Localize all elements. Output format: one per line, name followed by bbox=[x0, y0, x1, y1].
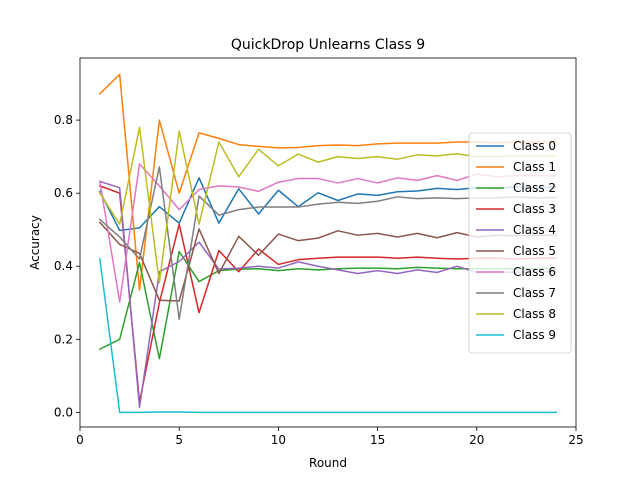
x-axis-label: Round bbox=[309, 456, 347, 470]
y-tick-label: 0.8 bbox=[54, 113, 73, 127]
legend-label: Class 3 bbox=[513, 202, 556, 216]
x-tick-label: 0 bbox=[76, 433, 84, 447]
legend: Class 0 Class 1 Class 2 Class 3 Class 4 Class… bbox=[468, 132, 572, 354]
legend-label: Class 0 bbox=[513, 139, 556, 153]
legend-label: Class 7 bbox=[513, 286, 556, 300]
y-axis-label: Accuracy bbox=[28, 215, 42, 270]
series-line-class-9 bbox=[99, 258, 557, 414]
plot-area: 0 5 10 15 20 25 0.0 0.2 0.4 0.6 0.8 bbox=[54, 57, 584, 447]
plot-frame bbox=[79, 57, 577, 428]
y-tick-label: 0.0 bbox=[54, 405, 73, 419]
x-tick-label: 15 bbox=[370, 433, 385, 447]
y-tick-label: 0.6 bbox=[54, 186, 73, 200]
legend-label: Class 4 bbox=[513, 223, 556, 237]
x-tick-label: 10 bbox=[271, 433, 286, 447]
x-tick-label: 5 bbox=[175, 433, 183, 447]
legend-label: Class 8 bbox=[513, 307, 556, 321]
legend-label: Class 1 bbox=[513, 160, 556, 174]
x-tick-label: 20 bbox=[469, 433, 484, 447]
legend-label: Class 6 bbox=[513, 265, 556, 279]
y-tick-label: 0.4 bbox=[54, 259, 73, 273]
legend-label: Class 9 bbox=[513, 328, 556, 342]
legend-label: Class 2 bbox=[513, 181, 556, 195]
y-axis: 0.0 0.2 0.4 0.6 0.8 bbox=[54, 113, 80, 419]
chart-title: QuickDrop Unlearns Class 9 bbox=[231, 37, 425, 53]
legend-label: Class 5 bbox=[513, 244, 556, 258]
x-tick-label: 25 bbox=[568, 433, 583, 447]
x-axis: 0 5 10 15 20 25 bbox=[76, 427, 584, 447]
y-tick-label: 0.2 bbox=[54, 332, 73, 346]
